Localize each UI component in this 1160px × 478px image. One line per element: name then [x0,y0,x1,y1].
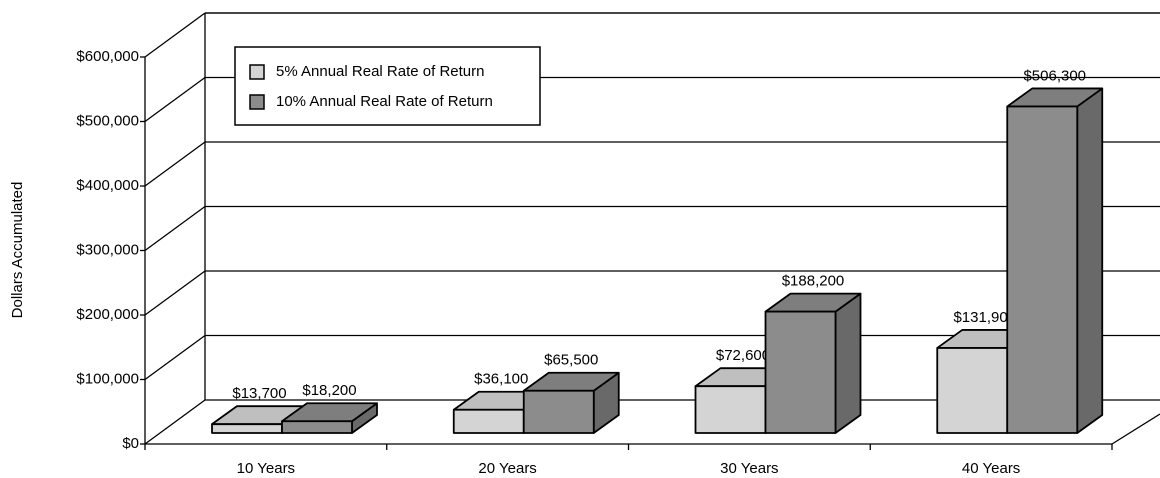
data-label: $13,700 [232,385,286,402]
grid-line [144,76,206,123]
bar-side [1076,87,1104,434]
data-label: $18,200 [302,382,356,399]
floor-left [144,399,206,445]
legend-swatch [249,64,265,80]
x-tick-label: 30 Years [720,460,778,477]
floor-right [1111,413,1160,445]
bar-front [764,310,837,434]
y-tick-label: $100,000 [76,370,139,387]
data-label: $36,100 [474,371,528,388]
y-tick-label: $0 [122,435,139,452]
grid-line [144,141,206,187]
bar-front [936,347,1009,434]
bar [764,292,862,434]
y-tick-label: $600,000 [76,48,139,65]
bar-front [281,420,353,434]
bar-front [694,385,767,434]
y-axis-title: Dollars Accumulated [9,182,26,319]
grid-line [144,205,206,252]
bar [281,402,378,434]
y-tick-label: $400,000 [76,177,139,194]
x-tick-label: 40 Years [962,460,1020,477]
bar-front [452,408,525,434]
bar-side [834,292,862,434]
legend-label: 10% Annual Real Rate of Return [276,93,493,110]
y-tick-label: $200,000 [76,306,139,323]
bar-front [211,423,283,434]
bar-front [1006,105,1079,434]
data-label: $65,500 [544,352,598,369]
data-label: $72,600 [716,347,770,364]
bar [1006,87,1104,434]
legend-box [234,46,541,126]
y-tick-label: $300,000 [76,241,139,258]
bar [522,371,620,434]
x-tick-label: 20 Years [478,460,536,477]
y-tick-label: $500,000 [76,112,139,129]
data-label: $506,300 [1023,67,1086,84]
grid-line [144,12,206,58]
legend-swatch [249,94,265,110]
grid-line [144,270,206,316]
bar-front [522,389,595,434]
data-label: $131,900 [953,309,1016,326]
grid-line [144,334,206,381]
data-label: $188,200 [782,273,845,290]
legend-label: 5% Annual Real Rate of Return [276,63,484,80]
x-tick-label: 10 Years [237,460,295,477]
